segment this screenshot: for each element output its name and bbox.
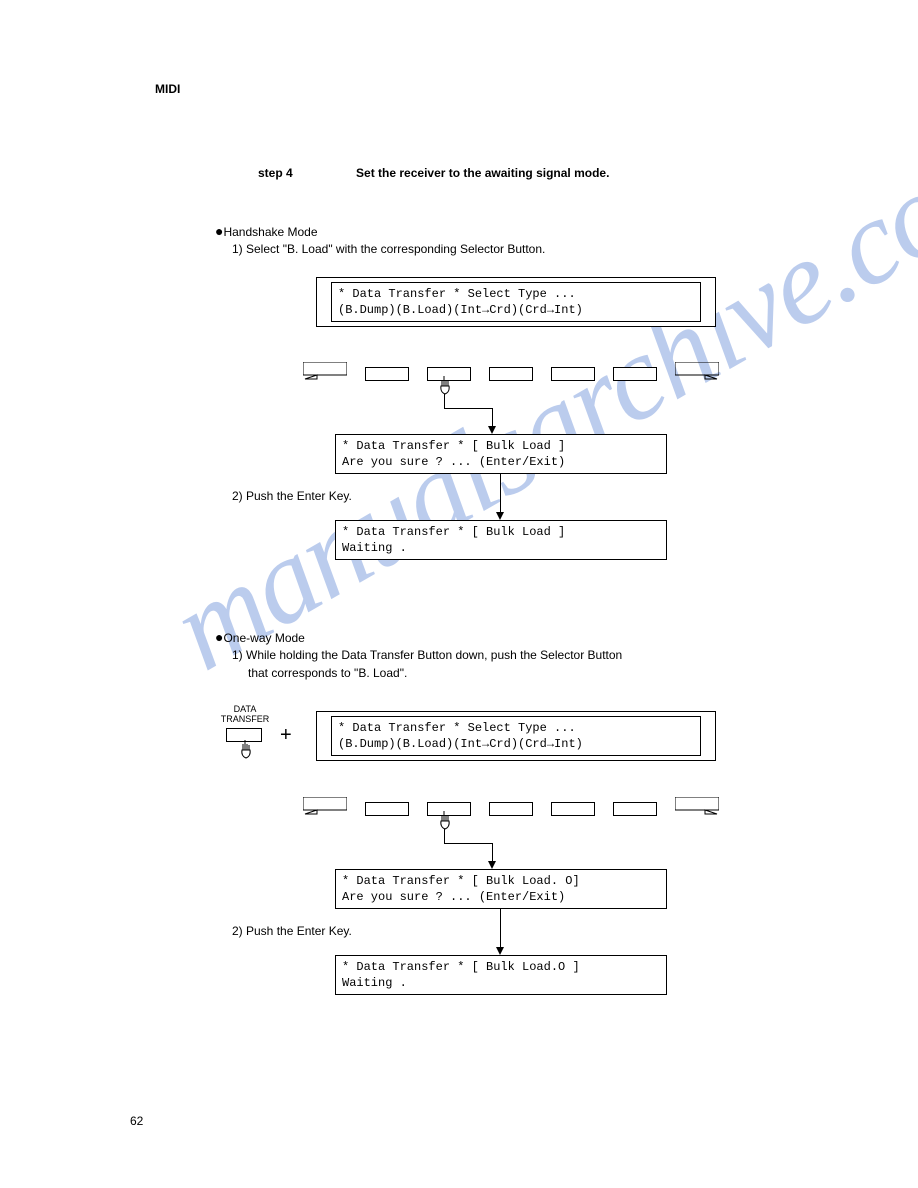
step-text: Set the receiver to the awaiting signal … <box>356 166 609 180</box>
flow-line <box>444 394 445 408</box>
lcd1-line1: * Data Transfer * Select Type ... <box>338 287 694 303</box>
oneway-step2: 2) Push the Enter Key. <box>232 924 352 938</box>
handshake-step2: 2) Push the Enter Key. <box>232 489 352 503</box>
lcd-ow2-line1: * Data Transfer * [ Bulk Load. O] <box>342 874 660 890</box>
lcd-ow1-line1: * Data Transfer * Select Type ... <box>338 721 694 737</box>
plus-sign: + <box>280 724 292 747</box>
flow-line <box>500 474 501 514</box>
oneway-title-text: One-way Mode <box>223 631 304 645</box>
button-row-1 <box>303 362 719 385</box>
lcd-display-1: * Data Transfer * Select Type ... (B.Dum… <box>331 282 701 322</box>
flow-line <box>500 909 501 949</box>
arrowhead-down-icon <box>496 512 504 520</box>
flow-line <box>492 843 493 863</box>
selector-button[interactable] <box>613 802 657 816</box>
selector-button[interactable] <box>551 802 595 816</box>
pointer-hand-icon <box>236 738 256 767</box>
lcd2-line2: Are you sure ? ... (Enter/Exit) <box>342 455 660 471</box>
handshake-title: ●Handshake Mode <box>215 223 318 239</box>
lcd-ow1-line2: (B.Dump)(B.Load)(Int→Crd)(Crd→Int) <box>338 737 694 753</box>
flow-line <box>444 408 492 409</box>
right-arrow-icon <box>675 362 719 385</box>
pointer-hand-icon <box>435 374 455 403</box>
handshake-step1: 1) Select "B. Load" with the correspondi… <box>232 242 545 256</box>
dt-label-2: TRANSFER <box>215 715 275 725</box>
lcd3-line1: * Data Transfer * [ Bulk Load ] <box>342 525 660 541</box>
lcd-display-3: * Data Transfer * [ Bulk Load ] Waiting … <box>335 520 667 560</box>
step-label: step 4 <box>258 166 293 180</box>
lcd-ow3-line2: Waiting . <box>342 976 660 992</box>
watermark: manualsarchive.com <box>150 100 918 698</box>
oneway-step1a: 1) While holding the Data Transfer Butto… <box>232 648 622 662</box>
page-header: MIDI <box>155 82 180 96</box>
selector-button[interactable] <box>551 367 595 381</box>
selector-button[interactable] <box>489 367 533 381</box>
arrowhead-down-icon <box>488 426 496 434</box>
lcd-display-2: * Data Transfer * [ Bulk Load ] Are you … <box>335 434 667 474</box>
selector-button[interactable] <box>365 802 409 816</box>
right-arrow-icon <box>675 797 719 820</box>
oneway-title: ●One-way Mode <box>215 629 305 645</box>
left-arrow-icon <box>303 362 347 385</box>
arrowhead-down-icon <box>496 947 504 955</box>
selector-button[interactable] <box>365 367 409 381</box>
lcd-display-ow2: * Data Transfer * [ Bulk Load. O] Are yo… <box>335 869 667 909</box>
flow-line <box>444 843 492 844</box>
left-arrow-icon <box>303 797 347 820</box>
handshake-title-text: Handshake Mode <box>223 225 317 239</box>
lcd-display-ow1: * Data Transfer * Select Type ... (B.Dum… <box>331 716 701 756</box>
step-line: step 4 Set the receiver to the awaiting … <box>258 166 609 180</box>
flow-line <box>492 408 493 428</box>
lcd1-line2: (B.Dump)(B.Load)(Int→Crd)(Crd→Int) <box>338 303 694 319</box>
lcd-display-ow3: * Data Transfer * [ Bulk Load.O ] Waitin… <box>335 955 667 995</box>
oneway-step1b: that corresponds to "B. Load". <box>248 666 407 680</box>
lcd2-line1: * Data Transfer * [ Bulk Load ] <box>342 439 660 455</box>
button-row-2 <box>303 797 719 820</box>
lcd-ow3-line1: * Data Transfer * [ Bulk Load.O ] <box>342 960 660 976</box>
arrowhead-down-icon <box>488 861 496 869</box>
selector-button[interactable] <box>613 367 657 381</box>
selector-button[interactable] <box>489 802 533 816</box>
data-transfer-label: DATA TRANSFER <box>215 705 275 725</box>
page-number: 62 <box>130 1114 143 1128</box>
flow-line <box>444 829 445 843</box>
lcd-ow2-line2: Are you sure ? ... (Enter/Exit) <box>342 890 660 906</box>
lcd3-line2: Waiting . <box>342 541 660 557</box>
pointer-hand-icon <box>435 809 455 838</box>
